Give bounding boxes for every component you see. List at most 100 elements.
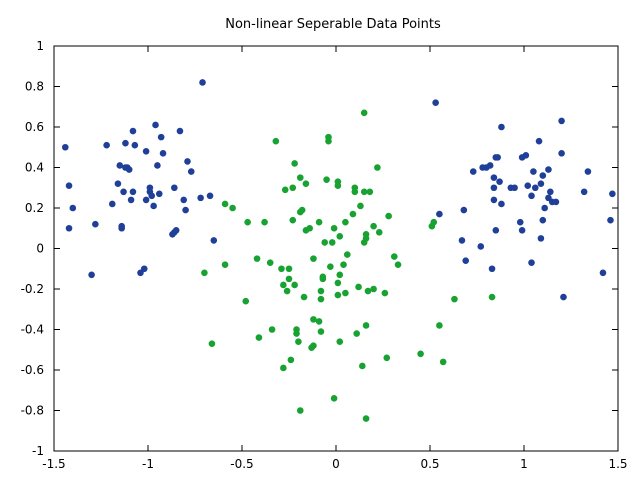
data-point <box>599 269 607 277</box>
data-point <box>69 204 77 212</box>
data-point <box>336 338 344 345</box>
y-tick-label: 0.6 <box>25 120 44 134</box>
x-tick-label: 0 <box>332 457 340 471</box>
data-point <box>118 222 125 230</box>
data-point <box>310 316 317 323</box>
data-point <box>390 253 398 260</box>
data-point <box>210 237 218 244</box>
data-point <box>108 200 116 208</box>
x-tick-label: 1 <box>520 457 528 471</box>
data-point <box>560 293 567 301</box>
data-point <box>88 271 95 279</box>
data-point <box>317 295 325 303</box>
data-point <box>381 289 389 297</box>
data-point <box>370 285 377 293</box>
data-point <box>528 259 535 266</box>
data-point <box>460 206 468 214</box>
data-point <box>334 279 342 287</box>
data-point <box>317 328 325 335</box>
data-point <box>140 265 148 273</box>
data-point <box>349 210 357 218</box>
data-point <box>268 326 276 333</box>
data-point <box>334 291 342 299</box>
series-1 <box>61 79 616 301</box>
data-point <box>524 182 532 190</box>
data-points <box>61 79 616 422</box>
data-point <box>327 263 334 271</box>
data-point <box>516 218 524 226</box>
data-point <box>394 261 402 269</box>
data-point <box>293 330 300 337</box>
data-point <box>289 184 297 192</box>
data-point <box>253 255 261 262</box>
data-point <box>511 184 518 192</box>
axis-ticks: -1.5 -1 -0.5 0 0.5 1 1.5-1-0.8-0.6-0.4-0.200.2… <box>21 39 628 471</box>
data-point <box>362 235 370 242</box>
data-point <box>242 297 250 305</box>
data-point <box>280 364 287 372</box>
data-point <box>488 265 496 273</box>
data-point <box>334 182 342 190</box>
data-point <box>155 190 163 198</box>
x-tick-label: 1.5 <box>608 457 627 471</box>
plot-frame <box>53 45 619 452</box>
data-point <box>375 229 383 236</box>
data-point <box>325 133 332 141</box>
y-tick-label: 0.4 <box>25 161 44 175</box>
data-point <box>208 340 216 347</box>
data-point <box>477 243 485 250</box>
x-tick-label: 0.5 <box>420 457 439 471</box>
data-point <box>537 180 545 187</box>
y-tick-label: -0.2 <box>21 282 44 296</box>
data-point <box>171 184 178 192</box>
data-point <box>490 184 498 192</box>
data-point <box>65 224 73 232</box>
data-point <box>172 226 180 234</box>
data-point <box>199 79 206 86</box>
data-point <box>488 293 496 301</box>
data-point <box>362 322 370 329</box>
data-point <box>374 164 381 171</box>
data-point <box>558 117 565 125</box>
data-point <box>336 233 344 240</box>
y-tick-label: -0.8 <box>21 404 44 418</box>
data-point <box>496 178 503 185</box>
y-tick-label: 0.8 <box>25 80 44 94</box>
data-point <box>436 322 443 329</box>
x-tick-label: -0.5 <box>230 457 253 471</box>
data-point <box>266 259 274 266</box>
data-point <box>187 168 195 175</box>
data-point <box>541 204 548 212</box>
y-tick-label: -0.4 <box>21 323 44 337</box>
data-point <box>120 188 127 196</box>
data-point <box>114 180 122 187</box>
data-point <box>607 216 614 224</box>
chart-title: Non-linear Seperable Data Points <box>225 17 441 32</box>
data-point <box>522 152 530 159</box>
data-point <box>201 269 208 277</box>
data-point <box>351 188 359 196</box>
data-point <box>289 216 297 224</box>
data-point <box>125 166 133 173</box>
data-point <box>558 150 565 157</box>
data-point <box>451 295 458 303</box>
data-point <box>343 251 351 258</box>
data-point <box>184 158 191 165</box>
data-point <box>486 162 494 169</box>
data-point <box>310 342 317 350</box>
data-point <box>154 162 161 169</box>
data-point <box>148 192 156 200</box>
data-point <box>492 226 500 234</box>
data-point <box>385 212 392 220</box>
data-point <box>584 168 592 175</box>
data-point <box>302 180 310 187</box>
data-point <box>340 261 347 269</box>
data-point <box>315 318 323 325</box>
data-point <box>366 188 374 196</box>
data-point <box>285 275 293 283</box>
data-point <box>537 235 545 242</box>
data-point <box>65 182 73 190</box>
data-point <box>539 216 547 224</box>
data-point <box>439 358 447 366</box>
data-point <box>103 141 110 149</box>
